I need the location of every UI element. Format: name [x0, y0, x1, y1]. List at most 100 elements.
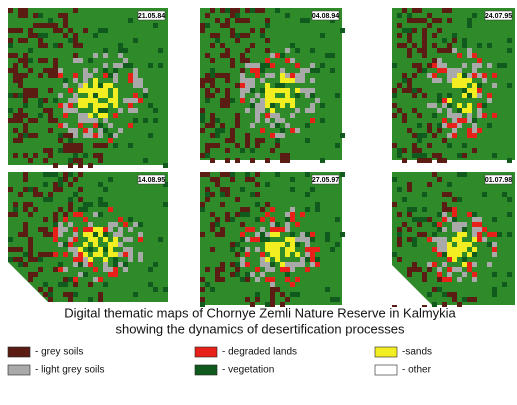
map-cell [83, 113, 88, 118]
map-cell [487, 242, 492, 247]
map-cell [33, 133, 38, 138]
map-cell [457, 302, 462, 307]
map-cell [93, 277, 98, 282]
map-cell [467, 133, 472, 138]
map-cell [13, 207, 18, 212]
map-cell [98, 123, 103, 128]
map-cell [447, 103, 452, 108]
map-cell [300, 68, 305, 73]
map-cell [38, 192, 43, 197]
map-cell [412, 143, 417, 148]
map-cell [38, 287, 43, 292]
map-cell [43, 172, 48, 177]
map-cell [230, 217, 235, 222]
map-cell [447, 78, 452, 83]
map-cell [210, 177, 215, 182]
map-cell [412, 28, 417, 33]
map-cell [235, 33, 240, 38]
map-cell [220, 53, 225, 58]
map-cell [43, 33, 48, 38]
map-cell [397, 43, 402, 48]
map-cell [230, 33, 235, 38]
map-cell [472, 63, 477, 68]
map-cell [48, 148, 53, 153]
map-cell [452, 68, 457, 73]
map-cell [310, 78, 315, 83]
map-cell [13, 153, 18, 158]
map-cell [285, 222, 290, 227]
map-cell [462, 108, 467, 113]
map-cell [392, 113, 397, 118]
map-cell [285, 237, 290, 242]
map-cell [73, 237, 78, 242]
map-cell [462, 143, 467, 148]
map-cell [260, 138, 265, 143]
map-cell [265, 83, 270, 88]
map-cell [103, 257, 108, 262]
map-cell [447, 8, 452, 13]
map-cell [437, 93, 442, 98]
map-cell [397, 232, 402, 237]
caption-line: showing the dynamics of desertification … [115, 321, 405, 336]
map-cell [13, 128, 18, 133]
map-cell [270, 242, 275, 247]
map-cell [402, 222, 407, 227]
map-cell [432, 302, 437, 307]
map-cell [457, 232, 462, 237]
map-cell [83, 83, 88, 88]
map-cell [447, 257, 452, 262]
map-cell [210, 118, 215, 123]
map-cell [200, 83, 205, 88]
map-cell [412, 267, 417, 272]
map-cell [23, 207, 28, 212]
map-cell [68, 292, 73, 297]
map-cell [275, 53, 280, 58]
map-cell [275, 88, 280, 93]
map-cell [295, 128, 300, 133]
map-nodata [392, 265, 432, 305]
map-cell [63, 123, 68, 128]
map-cell [265, 302, 270, 307]
map-cell [315, 262, 320, 267]
map-cell [240, 18, 245, 23]
map-cell [113, 133, 118, 138]
map-cell [402, 197, 407, 202]
map-cell [452, 257, 457, 262]
map-cell [123, 252, 128, 257]
map-cell [43, 197, 48, 202]
map-cell [412, 93, 417, 98]
map-cell [275, 287, 280, 292]
map-cell [290, 43, 295, 48]
map-cell [215, 118, 220, 123]
map-cell [53, 182, 58, 187]
map-cell [305, 93, 310, 98]
map-cell [28, 277, 33, 282]
map-cell [103, 187, 108, 192]
map-cell [417, 63, 422, 68]
map-cell [397, 227, 402, 232]
map-cell [118, 242, 123, 247]
map-cell [63, 227, 68, 232]
map-cell [422, 68, 427, 73]
map-cell [123, 267, 128, 272]
map-cell [18, 113, 23, 118]
map-cell [18, 58, 23, 63]
map-cell [472, 217, 477, 222]
map-cell [88, 222, 93, 227]
map-cell [417, 138, 422, 143]
map-cell [432, 287, 437, 292]
map-cell [310, 187, 315, 192]
map-cell [422, 153, 427, 158]
map-cell [133, 68, 138, 73]
map-cell [260, 272, 265, 277]
map-cell [407, 88, 412, 93]
map-cell [205, 78, 210, 83]
map-cell [412, 8, 417, 13]
map-cell [260, 232, 265, 237]
map-cell [113, 257, 118, 262]
map-cell [73, 282, 78, 287]
map-cell [260, 262, 265, 267]
map-cell [48, 118, 53, 123]
map-cell [33, 187, 38, 192]
map-cell [467, 88, 472, 93]
